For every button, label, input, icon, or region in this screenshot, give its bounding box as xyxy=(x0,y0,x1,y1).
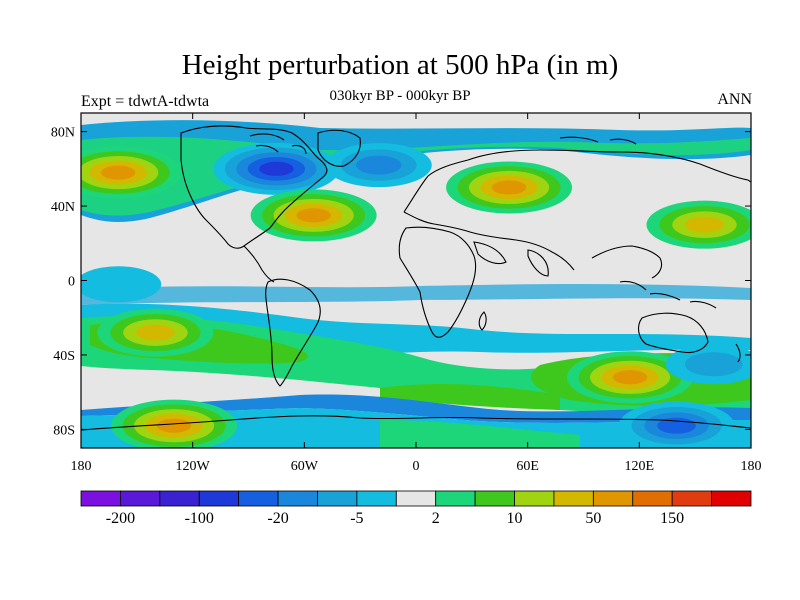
experiment-label: Expt = tdwtA-tdwta xyxy=(81,93,210,110)
lon-tick-label: 180 xyxy=(71,459,92,474)
colorbar-label: 150 xyxy=(660,510,684,527)
anomaly-center-8 xyxy=(111,399,238,448)
anomaly-center-9 xyxy=(618,401,735,448)
anomaly-contour xyxy=(612,370,648,385)
anomaly-contour xyxy=(356,155,402,175)
colorbar-swatch xyxy=(711,490,752,507)
colorbar-label: -100 xyxy=(185,510,214,527)
height-anomaly-field xyxy=(81,113,751,448)
anomaly-center-3 xyxy=(446,161,573,214)
anomaly-center-7 xyxy=(97,308,214,357)
colorbar-swatch xyxy=(553,490,594,507)
anomaly-center-0 xyxy=(81,146,182,199)
lon-tick-label: 120W xyxy=(176,459,211,474)
colorbar-swatch xyxy=(435,490,476,507)
plot-subtitle: 030kyr BP - 000kyr BP xyxy=(329,88,471,104)
anomaly-centers xyxy=(81,142,751,448)
anomaly-center-2 xyxy=(250,189,377,242)
colorbar-label: -200 xyxy=(106,510,135,527)
colorbar-label: 10 xyxy=(507,510,523,527)
lat-tick-label: 80S xyxy=(53,423,75,438)
colorbar-swatch xyxy=(120,490,161,507)
anomaly-contour xyxy=(156,418,192,433)
colorbar-swatch xyxy=(80,490,121,507)
lat-tick-label: 0 xyxy=(68,275,75,290)
colorbar-swatch xyxy=(514,490,555,507)
anomaly-contour xyxy=(259,161,294,176)
colorbar-swatch xyxy=(592,490,634,507)
colorbar-label: 50 xyxy=(585,510,601,527)
lat-tick-label: 80N xyxy=(51,126,75,141)
colorbar-swatch xyxy=(317,490,358,507)
anomaly-center-6 xyxy=(567,351,694,404)
colorbar-swatch xyxy=(474,490,515,507)
anomaly-contour xyxy=(101,165,136,180)
colorbar-swatch xyxy=(632,490,673,507)
colorbar-swatch xyxy=(238,490,279,507)
anomaly-center-1 xyxy=(213,142,340,195)
map-axes: 80N 40N 0 40S 80S 180 120W 60W 0 60E 120E 180 xyxy=(51,113,762,474)
coastlines xyxy=(81,125,751,431)
lon-tick-label: 0 xyxy=(413,459,420,474)
colorbar-swatch xyxy=(395,490,437,507)
lon-tick-label: 60W xyxy=(291,459,319,474)
anomaly-contour xyxy=(685,216,724,233)
anomaly-center-10 xyxy=(81,266,162,303)
plot-title: Height perturbation at 500 hPa (in m) xyxy=(181,49,619,81)
colorbar-swatch xyxy=(198,490,240,507)
anomaly-center-5 xyxy=(325,143,432,188)
anomaly-center-11 xyxy=(665,344,751,385)
colorbar-label: -5 xyxy=(350,510,363,527)
colorbar: -200 -100 -20 -5 2 10 50 150 xyxy=(80,490,752,527)
colorbar-swatch xyxy=(671,490,712,507)
lon-tick-label: 120E xyxy=(625,459,655,474)
anomaly-contour xyxy=(684,352,743,377)
colorbar-swatch xyxy=(159,490,200,507)
lon-tick-label: 180 xyxy=(741,459,762,474)
colorbar-swatch xyxy=(356,490,397,507)
lat-tick-label: 40S xyxy=(53,349,75,364)
anomaly-center-4 xyxy=(646,200,751,249)
lon-tick-label: 60E xyxy=(516,459,539,474)
colorbar-label: 2 xyxy=(432,510,440,527)
lat-tick-label: 40N xyxy=(51,200,75,215)
anomaly-contour xyxy=(81,266,162,303)
colorbar-swatch xyxy=(277,490,318,507)
anomaly-contour xyxy=(491,180,527,195)
anomaly-contour xyxy=(136,324,175,341)
anomaly-contour xyxy=(296,208,331,223)
colorbar-label: -20 xyxy=(267,510,288,527)
season-label: ANN xyxy=(717,91,752,108)
